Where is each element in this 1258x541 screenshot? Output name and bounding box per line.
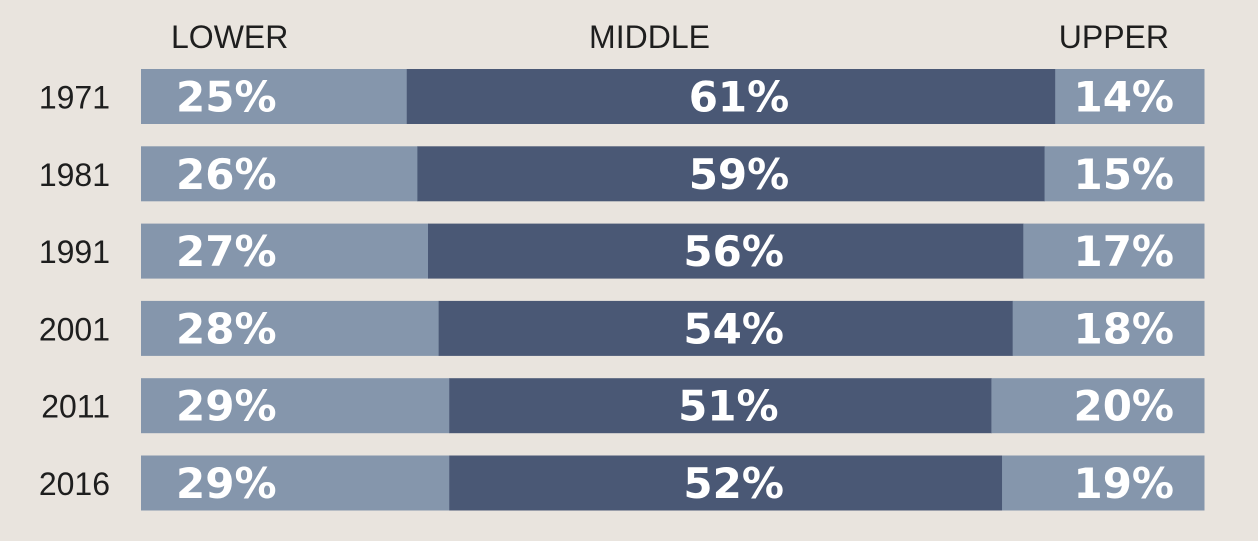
data-label-middle: 56%	[683, 227, 784, 276]
data-label-lower: 25%	[176, 73, 277, 122]
bar-segment-middle	[449, 378, 992, 434]
bar-segment-lower	[141, 69, 408, 124]
series-header-lower: LOWER	[171, 19, 288, 55]
bar-segment-middle	[428, 223, 1024, 279]
year-label: 1981	[39, 157, 110, 193]
series-header-middle: MIDDLE	[589, 19, 710, 55]
bar-segment-upper	[1023, 223, 1205, 279]
bar-segment-lower	[141, 146, 418, 202]
data-label-middle: 54%	[683, 304, 784, 353]
bar-segment-middle	[417, 146, 1046, 202]
data-label-lower: 29%	[176, 382, 277, 431]
bar-segment-middle	[449, 455, 1003, 511]
data-label-middle: 52%	[683, 459, 784, 508]
year-label: 2001	[39, 311, 110, 347]
data-label-middle: 51%	[678, 382, 779, 431]
bar-segment-lower	[141, 223, 429, 279]
data-label-upper: 18%	[1073, 304, 1174, 353]
year-label: 1991	[39, 234, 110, 270]
bar-segment-lower	[141, 300, 440, 356]
year-label: 2011	[41, 389, 110, 425]
bar-segment-upper	[991, 378, 1205, 434]
year-label: 2016	[39, 466, 110, 502]
data-label-lower: 26%	[176, 150, 277, 199]
data-label-lower: 27%	[176, 227, 277, 276]
bar-segment-middle	[438, 300, 1014, 356]
data-label-upper: 15%	[1073, 150, 1174, 199]
bar-segment-upper	[1002, 455, 1205, 511]
data-label-upper: 14%	[1073, 73, 1174, 122]
bar-segment-upper	[1012, 300, 1205, 356]
bar-segment-lower	[141, 378, 450, 434]
bar-segment-upper	[1055, 69, 1205, 124]
bar-segment-middle	[406, 69, 1056, 124]
data-label-lower: 29%	[176, 459, 277, 508]
bar-segment-upper	[1044, 146, 1205, 202]
bar-segment-lower	[141, 455, 450, 511]
data-label-upper: 20%	[1073, 382, 1174, 431]
data-label-lower: 28%	[176, 304, 277, 353]
series-header-upper: UPPER	[1059, 19, 1169, 55]
data-label-middle: 61%	[689, 73, 790, 122]
data-label-upper: 17%	[1073, 227, 1174, 276]
year-label: 1971	[39, 80, 110, 116]
data-label-middle: 59%	[689, 150, 790, 199]
data-label-upper: 19%	[1073, 459, 1174, 508]
